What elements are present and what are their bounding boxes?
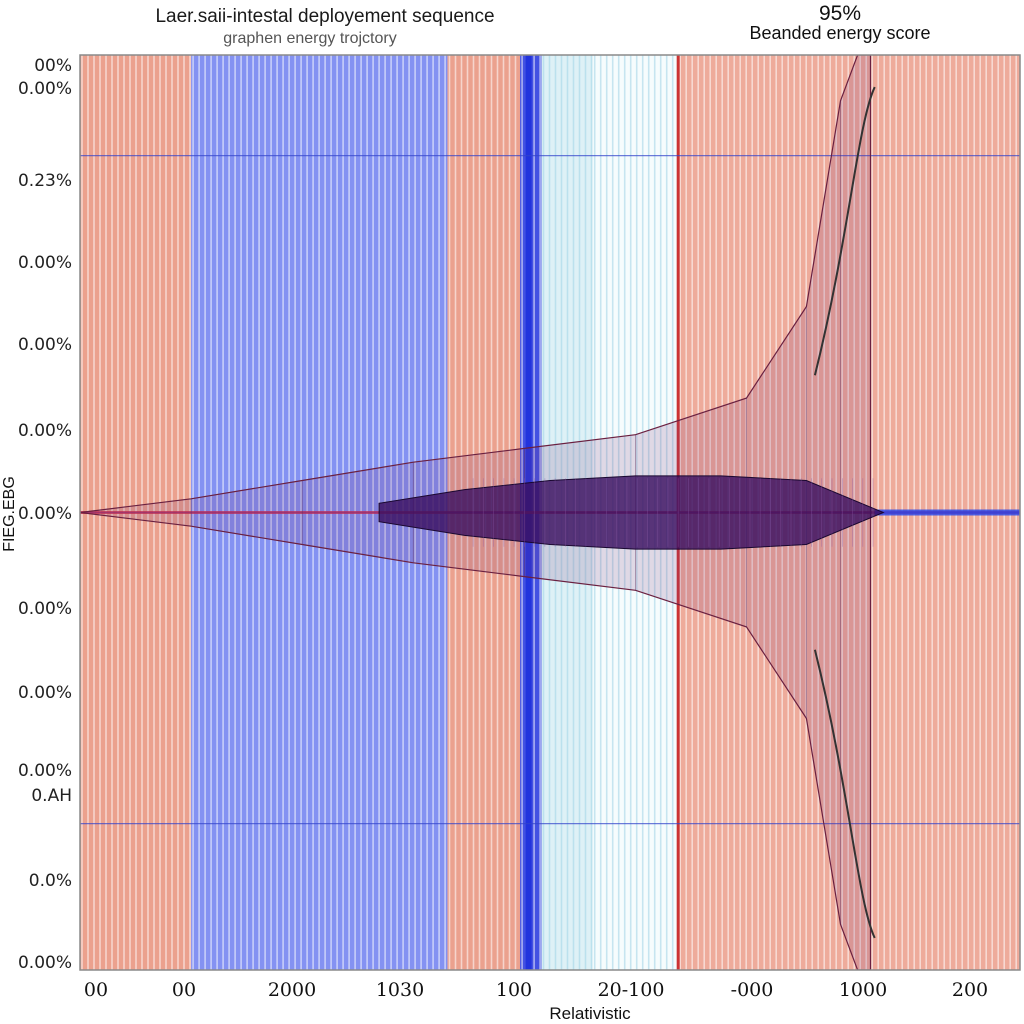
y-ticks: 00% 0.00% 0.23% 0.00% 0.00% 0.00% 0.00% 0.00% 0.… (18, 56, 72, 973)
score-percent: 95% (818, 2, 862, 25)
y-tick-label: 0.00% (18, 335, 72, 355)
x-tick-label: -000 (731, 979, 774, 1001)
trajectory-core (378, 475, 885, 550)
trajectory-lower-curve (813, 649, 876, 939)
y-tick-label: 0.AH (31, 786, 72, 806)
y-tick-label: 0.23% (18, 171, 72, 191)
y-tick-label: 0.00% (18, 504, 72, 524)
trajectory-core-mesh (472, 478, 874, 547)
y-tick-label: 0.00% (18, 761, 72, 781)
x-tick-label: 00 (84, 979, 108, 1001)
plot-frame (79, 54, 1021, 971)
chart-title: Laer.saii-intestal deployement sequence (155, 6, 495, 27)
x-tick-label: 1030 (376, 979, 424, 1001)
y-tick-label: 0.00% (18, 79, 72, 99)
y-tick-label: 00% (34, 56, 72, 76)
y-tick-label: 0.00% (18, 599, 72, 619)
x-tick-label: 00 (172, 979, 196, 1001)
trajectory-layer (80, 55, 885, 970)
x-tick-label: 200 (952, 979, 988, 1001)
y-tick-label: 0.00% (18, 683, 72, 703)
x-ticks: 00 00 2000 1030 100 20-100 -000 1000 200 (84, 979, 988, 1001)
x-tick-label: 1000 (839, 979, 887, 1001)
y-tick-label: 0.00% (18, 253, 72, 273)
x-tick-label: 2000 (268, 979, 316, 1001)
chart-subtitle: graphen energy trojctory (223, 30, 397, 47)
y-tick-label: 0.00% (18, 421, 72, 441)
trajectory-upper-curve (813, 86, 876, 376)
y-tick-label: 0.00% (18, 953, 72, 973)
y-axis-label: FIEG.EBG (1, 476, 18, 552)
y-tick-label: 0.0% (29, 871, 72, 891)
score-label: Beanded energy score (749, 23, 931, 43)
x-axis-label: Relativistic (549, 1004, 631, 1023)
x-tick-label: 20-100 (598, 979, 665, 1001)
x-tick-label: 100 (496, 979, 532, 1001)
